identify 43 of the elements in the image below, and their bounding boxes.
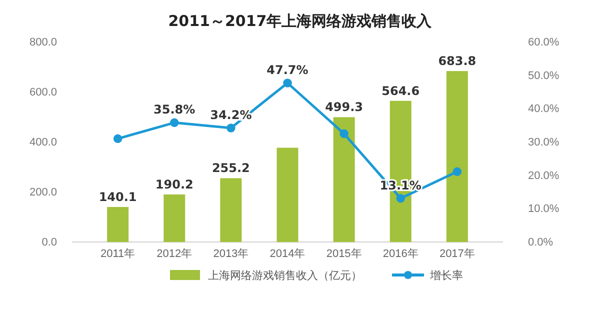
data-label: 140.1 bbox=[98, 190, 137, 204]
x-tick-label: 2013年 bbox=[213, 248, 249, 260]
bar bbox=[333, 117, 355, 242]
bar bbox=[446, 71, 468, 242]
data-label: 499.3 bbox=[325, 100, 364, 114]
x-tick-label: 2014年 bbox=[270, 248, 306, 260]
data-label: 47.7% bbox=[266, 63, 308, 77]
y2-tick-label: 20.0% bbox=[528, 170, 560, 182]
data-label: 35.8% bbox=[154, 102, 196, 117]
point bbox=[226, 124, 236, 132]
data-label: 255.2 bbox=[212, 161, 250, 176]
bar bbox=[276, 148, 298, 242]
x-tick-label: 2016年 bbox=[382, 248, 418, 260]
y-tick-label: 800.0 bbox=[29, 36, 57, 49]
chart-title: 2011～2017年上海网络游戏销售收入 bbox=[168, 12, 433, 30]
y-tick-label: 600.0 bbox=[29, 86, 57, 99]
bar bbox=[164, 194, 186, 242]
y2-tick-label: 30.0% bbox=[528, 136, 560, 149]
x-tick-label: 2011年 bbox=[100, 248, 136, 260]
legend-label: 上海网络游戏销售收入（亿元） bbox=[208, 269, 362, 282]
y2-tick-label: 10.0% bbox=[528, 203, 560, 216]
legend-label: 增长率 bbox=[429, 269, 463, 282]
y2-tick-label: 50.0% bbox=[528, 70, 560, 82]
data-label: 564.6 bbox=[382, 84, 420, 98]
x-tick-label: 2012年 bbox=[156, 248, 192, 260]
data-label: 190.2 bbox=[155, 177, 194, 192]
point bbox=[396, 194, 405, 203]
y2-tick-label: 40.0% bbox=[528, 103, 560, 116]
y2-tick-label: 60.0% bbox=[528, 36, 560, 49]
bar bbox=[107, 206, 129, 242]
y-tick-label: 400.0 bbox=[29, 136, 57, 149]
y-tick-label: 0.0 bbox=[42, 236, 57, 249]
y-tick-label: 200.0 bbox=[29, 186, 57, 199]
point bbox=[170, 118, 179, 128]
point bbox=[340, 129, 348, 138]
point bbox=[452, 167, 462, 176]
data-label: 683.8 bbox=[438, 54, 476, 68]
y2-tick-label: 0.0% bbox=[528, 236, 554, 249]
x-tick-label: 2017年 bbox=[439, 248, 475, 260]
bar bbox=[220, 178, 242, 242]
x-tick-label: 2015年 bbox=[326, 248, 362, 260]
point bbox=[283, 78, 292, 88]
point bbox=[113, 134, 122, 144]
